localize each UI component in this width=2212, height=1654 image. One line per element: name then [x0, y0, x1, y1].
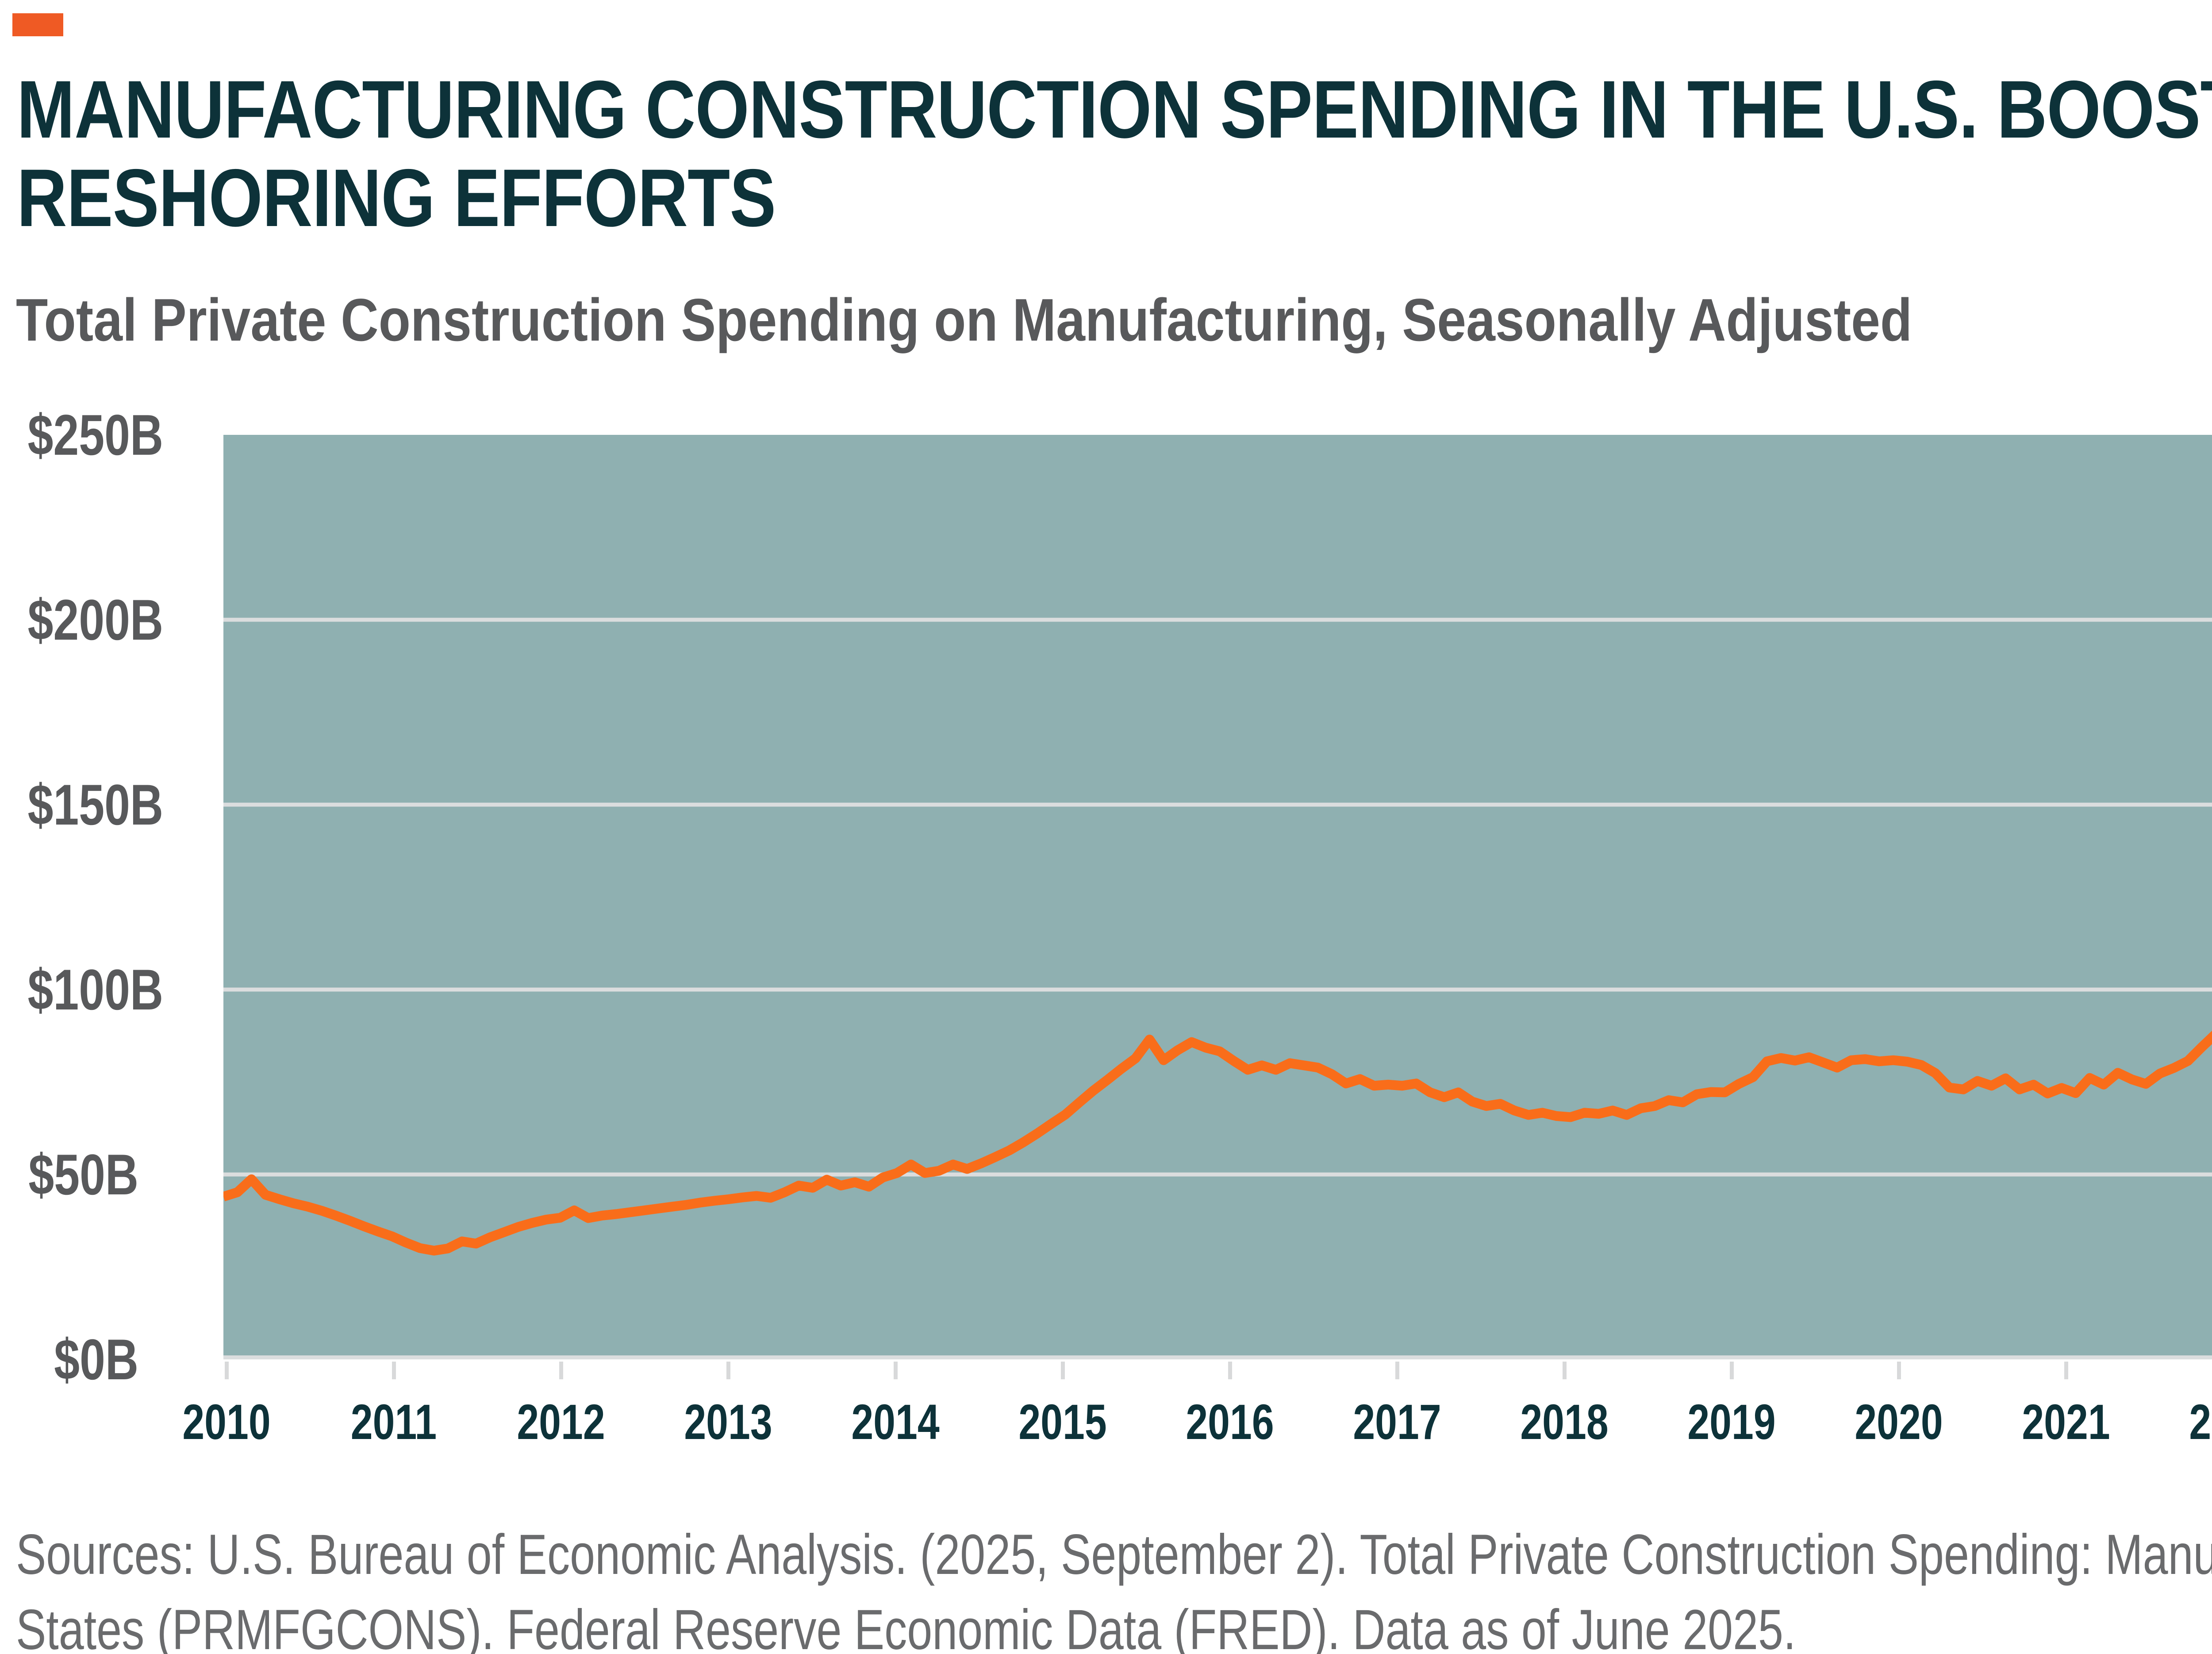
x-axis-tick-2020: [1897, 1362, 1901, 1379]
x-axis-label-2010: 2010: [182, 1394, 271, 1450]
x-axis-tick-2021: [2064, 1362, 2068, 1379]
y-axis-label-100b: $100B: [27, 957, 164, 1022]
y-axis-label-150b: $150B: [27, 772, 164, 837]
line-chart-plot-area: [223, 435, 2212, 1359]
x-axis-label-2014: 2014: [851, 1394, 940, 1450]
source-note-line2: States (PRMFGCONS). Federal Reserve Econ…: [16, 1598, 1796, 1654]
x-axis-tick-2014: [894, 1362, 898, 1379]
x-axis-label-2013: 2013: [684, 1394, 772, 1450]
x-axis-label-2012: 2012: [517, 1394, 605, 1450]
x-axis-label-2011: 2011: [350, 1394, 437, 1450]
x-axis-tick-2012: [559, 1362, 563, 1379]
x-axis-tick-2011: [392, 1362, 396, 1379]
y-axis-label-200b: $200B: [27, 587, 164, 652]
y-axis-label-250b: $250B: [27, 403, 164, 467]
x-axis-label-2020: 2020: [1855, 1394, 1943, 1450]
spending-series-line: [223, 1030, 2212, 1256]
x-axis-label-2019: 2019: [1687, 1394, 1776, 1450]
x-axis-tick-2016: [1228, 1362, 1232, 1379]
y-axis-label-50b: $50B: [28, 1142, 138, 1207]
x-axis-tick-2017: [1395, 1362, 1399, 1379]
x-axis-label-2022: 2022: [2189, 1394, 2212, 1450]
page-title-line2: RESHORING EFFORTS: [17, 153, 776, 244]
chart-subtitle: Total Private Construction Spending on M…: [16, 286, 1912, 353]
brand-accent-bar: [12, 13, 63, 36]
x-axis-tick-2015: [1061, 1362, 1065, 1379]
x-axis-tick-2018: [1563, 1362, 1567, 1379]
page-title: MANUFACTURING CONSTRUCTION SPENDING IN T…: [17, 65, 2212, 242]
spending-line-chart: [223, 618, 2212, 1359]
x-axis-label-2015: 2015: [1018, 1394, 1107, 1450]
source-note-line1: Sources: U.S. Bureau of Economic Analysi…: [16, 1523, 2212, 1586]
x-axis-label-2021: 2021: [2022, 1394, 2110, 1450]
x-axis-tick-2010: [225, 1362, 229, 1379]
x-axis-label-2017: 2017: [1353, 1394, 1441, 1450]
page-title-line1: MANUFACTURING CONSTRUCTION SPENDING IN T…: [17, 64, 2212, 155]
y-axis-label-0b: $0B: [54, 1327, 138, 1392]
x-axis-tick-2013: [726, 1362, 730, 1379]
x-axis-tick-2019: [1730, 1362, 1734, 1379]
x-axis-label-2018: 2018: [1520, 1394, 1609, 1450]
source-note: Sources: U.S. Bureau of Economic Analysi…: [16, 1517, 2212, 1654]
x-axis-label-2016: 2016: [1186, 1394, 1274, 1450]
